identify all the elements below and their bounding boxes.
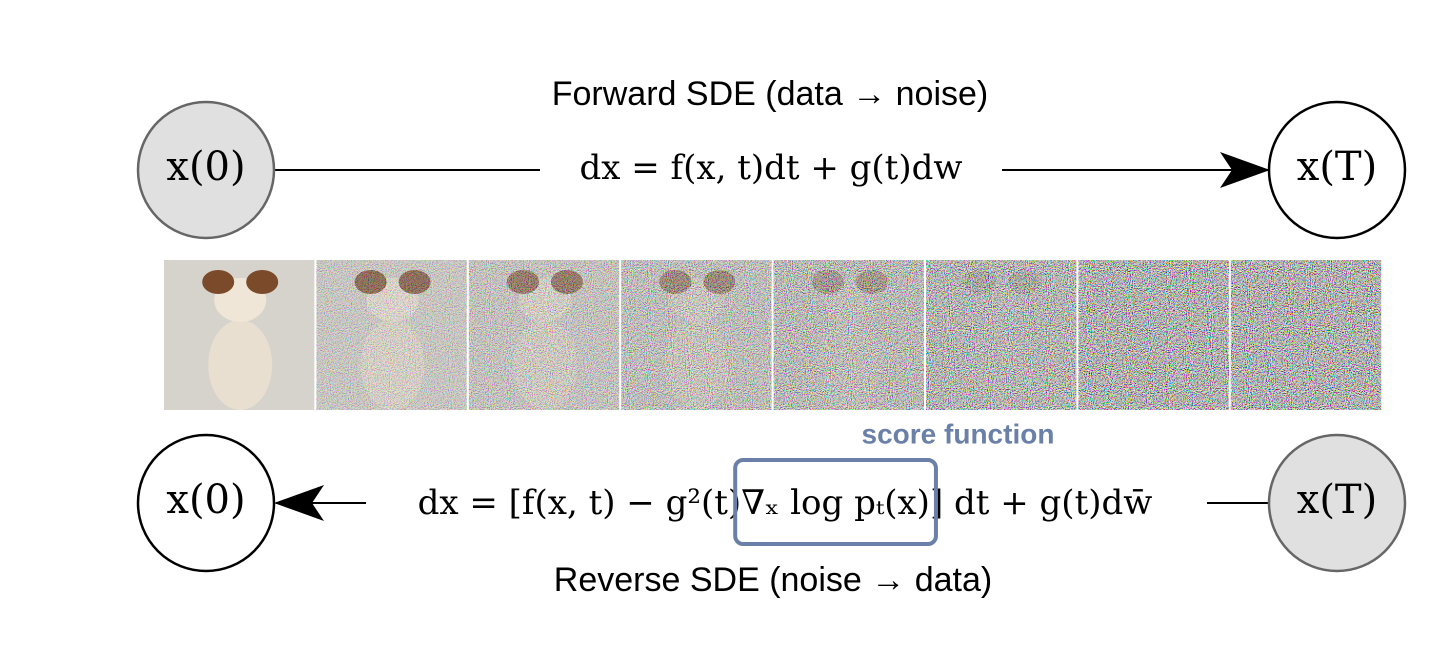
reverse-start-node-label: x(T) — [1297, 477, 1377, 523]
image-tile — [621, 260, 772, 410]
tile-content — [468, 260, 620, 410]
equation-score-part: ∇ₓ log pₜ(x) — [741, 483, 930, 523]
tile-noise — [926, 260, 1077, 410]
tile-content — [164, 260, 315, 410]
equation-part: dx = [f(x, t) − g²(t) — [418, 483, 742, 523]
tile-content — [773, 260, 924, 410]
image-tile — [316, 260, 467, 410]
tile-content — [316, 260, 467, 410]
image-tile — [1230, 260, 1382, 410]
forward-equation: dx = f(x, t)dt + g(t)dw — [580, 148, 963, 188]
dog-ear — [246, 270, 279, 294]
reverse-end-node — [136, 433, 276, 573]
end-node — [1267, 100, 1407, 240]
start-node — [136, 100, 276, 240]
image-tile — [468, 260, 620, 410]
tile-noise — [773, 260, 924, 410]
reverse-equation: dx = [f(x, t) − g²(t)∇ₓ log pₜ(x)] dt + … — [418, 483, 1153, 523]
start-node-label: x(0) — [166, 144, 245, 190]
reverse-end-node-label: x(0) — [166, 477, 245, 523]
dog-body — [208, 320, 273, 410]
image-tile — [773, 260, 924, 410]
image-tile — [164, 260, 315, 410]
tile-noise — [621, 260, 772, 410]
tile-content — [1230, 260, 1382, 410]
reverse-title: Reverse SDE (noise → data) — [554, 561, 992, 599]
tile-content — [621, 260, 772, 410]
dog-ear — [202, 270, 235, 294]
end-node-label: x(T) — [1297, 144, 1377, 190]
score-box — [733, 458, 938, 546]
tile-content — [1078, 260, 1229, 410]
tile-noise — [316, 260, 467, 410]
equation-part: ] dt + g(t)dw̄ — [930, 483, 1152, 523]
tile-content — [926, 260, 1077, 410]
tile-noise — [1230, 260, 1382, 410]
image-tile — [1078, 260, 1229, 410]
image-tile — [926, 260, 1077, 410]
image-strip — [164, 260, 1382, 410]
score-label: score function — [862, 418, 1055, 449]
forward-title: Forward SDE (data → noise) — [552, 75, 989, 113]
reverse-start-node — [1267, 433, 1407, 573]
tile-noise — [1078, 260, 1229, 410]
tile-noise — [468, 260, 620, 410]
